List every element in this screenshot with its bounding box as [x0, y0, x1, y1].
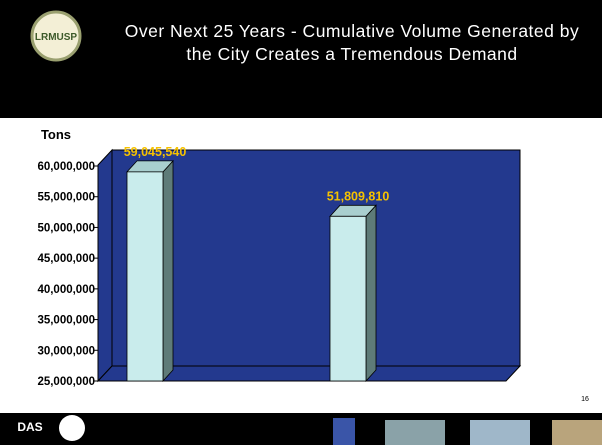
thumbnail: [552, 420, 602, 445]
value-label: 59,045,540: [124, 145, 187, 159]
page-number: 16: [581, 396, 589, 403]
logo-text: LRMUSP: [35, 32, 78, 43]
footer-logo: DAS: [17, 420, 42, 434]
thumbnail: [385, 420, 445, 445]
bar-side: [365, 204, 377, 383]
y-axis-title: Tons: [41, 127, 71, 142]
y-tick-label: 40,000,000: [37, 284, 95, 296]
y-tick-label: 25,000,000: [37, 376, 95, 388]
x-tick-label: 28% Growth (SANDAG): [117, 384, 181, 409]
thumbnail: [333, 418, 355, 445]
y-tick-label: 45,000,000: [37, 253, 95, 265]
footer-seal: [59, 415, 85, 441]
floor: [96, 365, 522, 382]
logo: [30, 10, 82, 62]
header-band: [0, 0, 602, 118]
thumbnail: [470, 420, 530, 445]
bar-front: [329, 215, 367, 382]
x-tick-label: No Increase Assumed: [320, 384, 384, 409]
bar-front: [126, 171, 164, 382]
y-tick-label: 50,000,000: [37, 222, 95, 234]
side-wall: [97, 148, 113, 383]
bar: [126, 159, 174, 383]
value-label: 51,809,810: [327, 189, 390, 203]
bar: [329, 204, 377, 383]
bar-side: [162, 159, 174, 383]
y-tick-label: 60,000,000: [37, 161, 95, 173]
y-tick-label: 30,000,000: [37, 345, 95, 357]
slide-title: Over Next 25 Years - Cumulative Volume G…: [124, 21, 580, 64]
y-tick-label: 55,000,000: [37, 192, 95, 204]
y-tick-label: 35,000,000: [37, 315, 95, 327]
